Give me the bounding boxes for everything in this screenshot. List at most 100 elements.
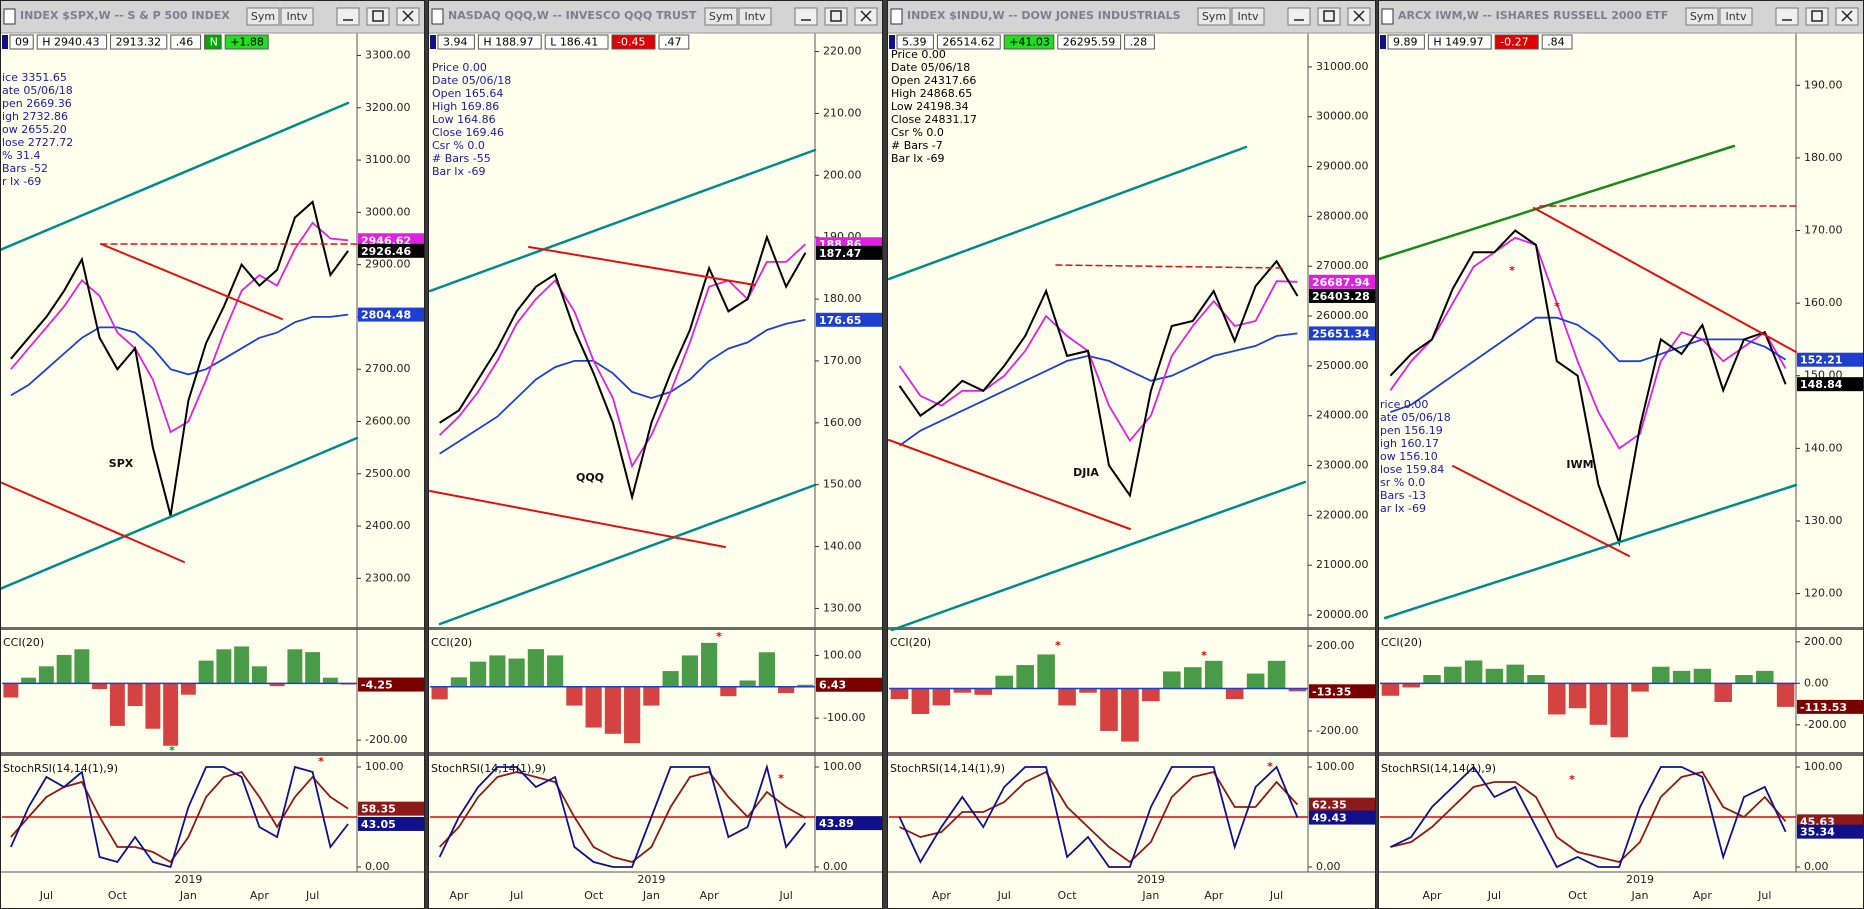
quote-text: 26514.62 — [942, 36, 995, 49]
cci-bar — [21, 677, 37, 684]
minimize-button[interactable] — [794, 7, 818, 26]
toolbar-button[interactable] — [1719, 7, 1753, 26]
cci-bar — [1548, 683, 1566, 715]
quote-text: 5.39 — [902, 36, 927, 49]
cci-bar — [778, 686, 795, 694]
info-line: Low 24198.34 — [891, 100, 969, 113]
symbol-label: QQQ — [576, 471, 604, 484]
toolbar-button[interactable] — [246, 7, 280, 26]
cci-bar — [1714, 683, 1732, 702]
trend-line — [888, 439, 1131, 530]
toolbar-button-label[interactable]: Sym — [709, 10, 733, 23]
minimize-button[interactable] — [336, 7, 360, 26]
cci-bar — [953, 688, 972, 693]
chart-window: 20000.00 21000.00 22000.00 23000.00 24000.00… — [887, 0, 1376, 909]
x-tick-label: Apr — [932, 889, 952, 902]
window-icon — [1381, 8, 1394, 25]
toolbar-button-label[interactable]: Sym — [251, 10, 275, 23]
quote-cell — [896, 34, 934, 50]
toolbar-button-label[interactable]: Intv — [1237, 10, 1259, 23]
annotation: * — [716, 630, 722, 643]
trend-line — [1452, 465, 1630, 557]
y-tick-label: -200.00 — [1804, 718, 1846, 731]
y-tick-label: 180.00 — [823, 292, 862, 305]
x-year-label: 2019 — [174, 873, 202, 886]
cci-bar — [1058, 688, 1076, 706]
info-line: High 24868.65 — [891, 87, 972, 100]
y-tick-label: 170.00 — [1804, 224, 1843, 237]
trend-lines — [428, 148, 817, 626]
cci-bar — [92, 683, 108, 690]
toolbar-button-label[interactable]: Intv — [744, 10, 766, 23]
quote-cell — [9, 34, 34, 50]
info-line: ow 2655.20 — [2, 123, 67, 136]
cci-bar — [739, 680, 756, 687]
chart-window: 2300.002400.002500.002600.002700.002800.… — [0, 0, 425, 909]
annotation: * — [1509, 264, 1515, 277]
chart-window: 130.00140.00150.00160.00170.00180.00190.… — [428, 0, 883, 909]
toolbar-button[interactable] — [1231, 7, 1265, 26]
minimize-button[interactable] — [1287, 7, 1311, 26]
info-line: % 31.4 — [2, 149, 40, 162]
cci-bar — [643, 686, 660, 706]
y-tick-label: 25000.00 — [1316, 359, 1369, 372]
cci-bar — [1037, 654, 1055, 689]
cci-bar — [1652, 666, 1670, 684]
info-line: ice 3351.65 — [2, 71, 67, 84]
cci-bar — [109, 683, 125, 726]
y-tick-label: 2500.00 — [365, 467, 411, 480]
button-glyph — [860, 10, 872, 22]
cci-bar — [1735, 675, 1753, 684]
annotation: * — [1554, 300, 1560, 313]
toolbar-button[interactable] — [704, 7, 738, 26]
plot-layer — [428, 0, 883, 909]
toolbar-button-label[interactable]: Sym — [1690, 10, 1714, 23]
price-tag-label: 35.34 — [1800, 826, 1835, 839]
plot-layer — [0, 0, 425, 909]
price-tag — [1797, 824, 1863, 839]
y-tick-label: 23000.00 — [1316, 459, 1369, 472]
quote-text: 2913.32 — [116, 36, 162, 49]
info-line: ow 156.10 — [1380, 450, 1438, 463]
y-tick-label: 130.00 — [823, 601, 862, 614]
button-glyph — [402, 10, 414, 22]
cci-bar — [1246, 673, 1265, 689]
y-tick-label: 160.00 — [1804, 296, 1843, 309]
price-tag — [1309, 810, 1375, 825]
channel-line — [1383, 483, 1798, 620]
toolbar-button[interactable] — [1685, 7, 1719, 26]
y-tick-label: 0.00 — [1804, 676, 1829, 689]
cci-bar — [566, 686, 583, 706]
cci-bar — [681, 655, 698, 687]
y-tick-label: 0.00 — [823, 860, 848, 873]
pane-title: CCI(20) — [3, 636, 44, 649]
toolbar-button[interactable] — [738, 7, 772, 26]
window-background — [428, 0, 883, 909]
cci-bar — [287, 649, 303, 684]
cci-bar — [527, 649, 544, 687]
toolbar-button[interactable] — [280, 7, 314, 26]
toolbar-button-label[interactable]: Sym — [1202, 10, 1226, 23]
info-line: Open 165.64 — [432, 87, 503, 100]
trend-line — [100, 243, 283, 320]
toolbar-button-label[interactable]: Intv — [1725, 10, 1747, 23]
symbol-label: IWM — [1566, 458, 1593, 471]
info-line: Date 05/06/18 — [432, 74, 511, 87]
info-line: r Ix -69 — [2, 175, 41, 188]
toolbar-button[interactable] — [1197, 7, 1231, 26]
channel-line — [438, 483, 817, 626]
channel-line — [890, 480, 1307, 632]
price-tag — [816, 816, 882, 831]
y-tick-label: 0.00 — [1804, 860, 1829, 873]
cci-bar — [974, 688, 993, 695]
minimize-button[interactable] — [1775, 7, 1799, 26]
quote-cell — [477, 34, 542, 50]
y-tick-label: -200.00 — [1316, 724, 1358, 737]
y-tick-label: 2900.00 — [365, 258, 411, 271]
y-tick-label: 100.00 — [365, 760, 404, 773]
toolbar-button-label[interactable]: Intv — [286, 10, 308, 23]
y-tick-label: 28000.00 — [1316, 209, 1369, 222]
x-tick-label: Jul — [39, 889, 53, 902]
cci-bar — [1589, 683, 1608, 725]
window-background — [0, 0, 425, 909]
